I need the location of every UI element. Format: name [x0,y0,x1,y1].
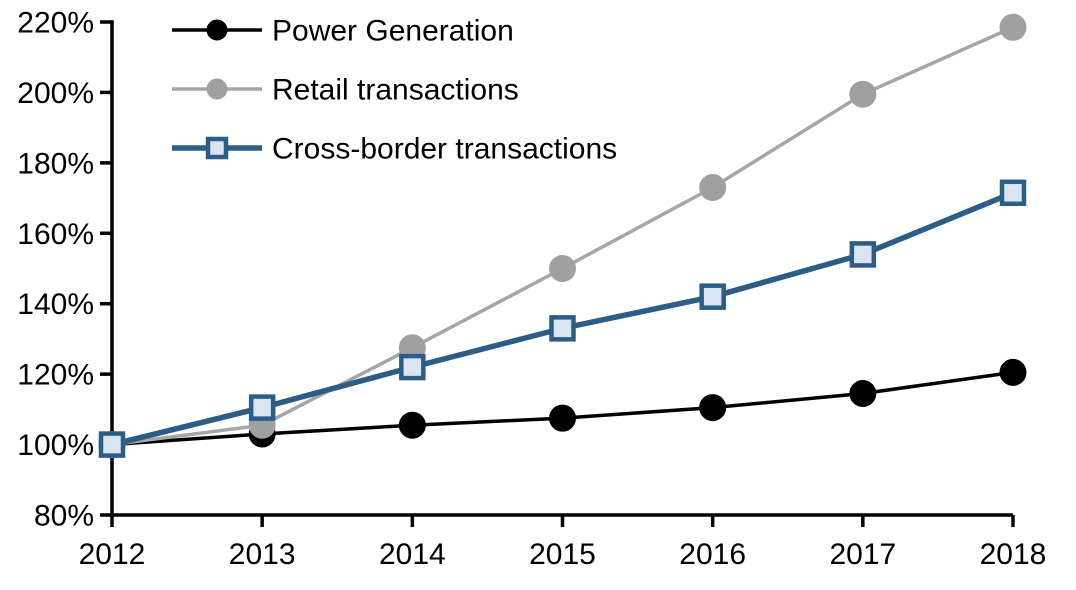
y-axis-tick-label: 80% [34,500,94,533]
series-power-generation [98,358,1027,459]
data-point-cross-border-transactions-2014 [399,353,426,381]
data-point-cross-border-transactions-2012 [98,431,126,458]
y-axis-tick-label: 220% [17,7,94,40]
legend-label-cross-border-transactions: Cross-border transactions [272,133,617,166]
y-axis-tick-label: 100% [17,429,94,462]
legend-item-power-generation: Power Generation [172,15,514,48]
legend-label-power-generation: Power Generation [272,15,514,48]
legend-marker-power-generation [206,19,228,41]
data-point-power-generation-2018 [999,358,1027,386]
x-axis-tick-label: 2014 [379,538,446,571]
x-axis-tick-label: 2013 [229,538,296,571]
legend-marker-cross-border-transactions [205,136,229,160]
legend-label-retail-transactions: Retail transactions [272,74,519,107]
y-axis-tick-label: 160% [17,218,94,251]
y-axis-tick-label: 120% [17,359,94,392]
data-point-cross-border-transactions-2016 [699,283,726,310]
data-point-cross-border-transactions-2017 [849,241,877,268]
data-point-cross-border-transactions-2018 [999,179,1027,207]
x-axis-tick-label: 2017 [829,538,896,571]
y-axis-tick-label: 140% [17,288,94,321]
data-point-retail-transactions-2016 [699,174,727,202]
data-point-power-generation-2016 [699,394,727,422]
y-axis-tick-label: 180% [17,147,94,180]
x-axis-tick-label: 2015 [529,538,596,571]
x-axis-tick-label: 2016 [679,538,746,571]
data-point-cross-border-transactions-2013 [248,394,276,421]
data-point-cross-border-transactions-2015 [549,315,576,342]
data-point-power-generation-2014 [398,411,426,439]
data-point-power-generation-2017 [849,380,877,408]
axes: 80% 100% 120% 140% 160% 180% 200% 220% 2012 2013 2… [17,7,1046,572]
x-axis-tick-label: 2012 [79,538,146,571]
legend-item-retail-transactions: Retail transactions [172,74,519,107]
y-axis-tick-label: 200% [17,77,94,110]
data-point-retail-transactions-2017 [849,80,877,108]
x-axis-tick-label: 2018 [980,538,1047,571]
series-cross-border-transactions [98,179,1027,458]
data-point-power-generation-2015 [549,404,576,432]
data-point-retail-transactions-2015 [549,255,576,282]
legend-marker-retail-transactions [206,78,228,100]
legend-item-cross-border-transactions: Cross-border transactions [172,133,617,166]
legend: Power Generation Retail transactions Cross… [172,15,617,166]
data-point-retail-transactions-2018 [999,13,1027,41]
